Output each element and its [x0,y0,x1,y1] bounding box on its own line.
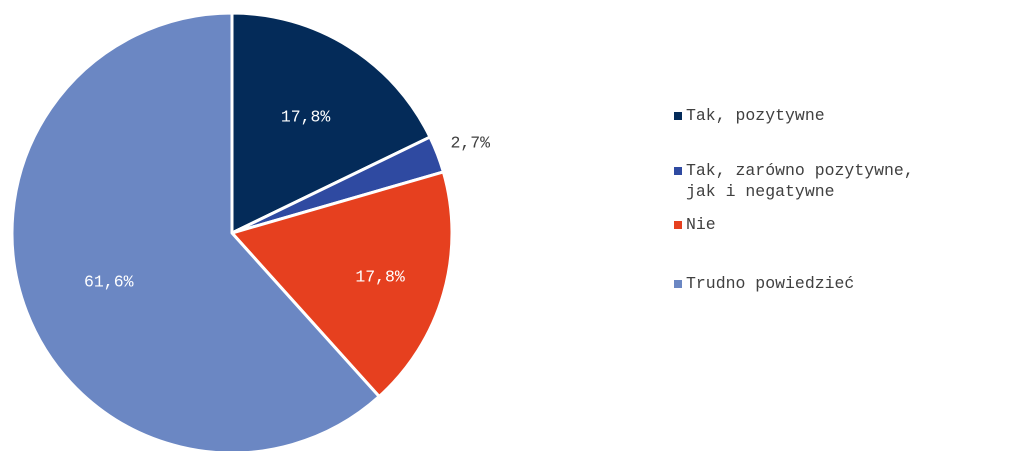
legend-label-tak-zarowno: Tak, zarówno pozytywne, jak i negatywne [686,161,914,201]
legend-swatch-nie [674,221,682,229]
legend-label-nie: Nie [686,215,716,234]
chart-legend: Tak, pozytywne Tak, zarówno pozytywne, j… [672,105,1012,294]
pie-slices [10,11,454,451]
legend-item-trudno-powiedziec: Trudno powiedzieć [672,273,1012,294]
legend-label-trudno-powiedziec: Trudno powiedzieć [686,274,855,293]
pie-slice-nie [230,170,454,399]
legend-item-nie: Nie [672,214,1012,235]
data-label-tak-pozytywne: 17,8% [281,108,331,127]
data-label-tak-zarowno: 2,7% [450,134,490,153]
data-label-trudno-powiedziec: 61,6% [84,272,134,291]
legend-swatch-tak-pozytywne [674,112,682,120]
legend-item-tak-zarowno: Tak, zarówno pozytywne, jak i negatywne [672,160,1012,202]
pie-slice-tak-pozytywne [230,11,432,235]
pie-data-labels: 17,8% 2,7% 17,8% 61,6% [84,108,490,292]
legend-swatch-trudno-powiedziec [674,280,682,288]
legend-label-tak-pozytywne: Tak, pozytywne [686,106,825,125]
data-label-nie: 17,8% [355,267,405,286]
legend-swatch-tak-zarowno [674,167,682,175]
legend-item-tak-pozytywne: Tak, pozytywne [672,105,1012,126]
pie-slice-trudno-powiedziec [10,11,381,451]
